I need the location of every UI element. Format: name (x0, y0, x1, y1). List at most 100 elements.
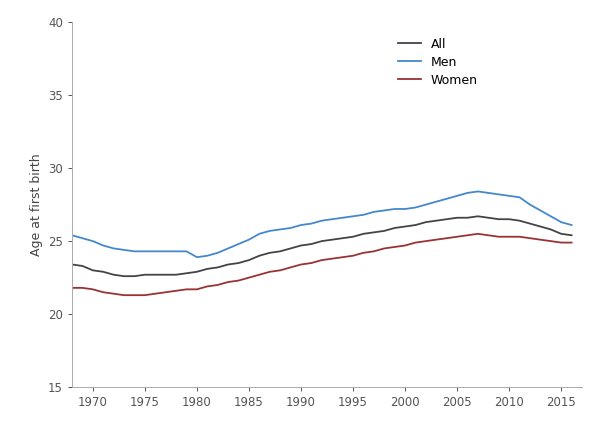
Men (475, 189, 482, 194)
Line: Women: Women (72, 234, 572, 295)
Men (464, 190, 471, 195)
All (370, 230, 377, 235)
Women (256, 272, 263, 277)
Y-axis label: Age at first birth: Age at first birth (29, 153, 43, 256)
Men (266, 228, 274, 234)
All (214, 265, 221, 270)
Women (557, 240, 565, 245)
Women (349, 253, 356, 258)
Men (401, 206, 409, 212)
Men (485, 190, 492, 195)
Men (516, 194, 523, 200)
Women (401, 243, 409, 248)
Women (318, 257, 325, 263)
Women (204, 284, 211, 289)
Men (454, 193, 461, 198)
All (131, 274, 138, 279)
Women (475, 231, 482, 236)
All (360, 231, 367, 236)
All (308, 242, 315, 247)
All (537, 224, 544, 229)
Women (495, 234, 502, 239)
All (141, 272, 148, 277)
Men (204, 253, 211, 258)
All (475, 214, 482, 219)
All (235, 260, 242, 266)
Women (308, 260, 315, 266)
Men (110, 246, 117, 251)
Women (443, 235, 450, 241)
Women (287, 265, 294, 270)
All (152, 272, 159, 277)
Women (266, 269, 274, 275)
All (287, 246, 294, 251)
Women (235, 278, 242, 283)
Men (308, 221, 315, 226)
Women (214, 282, 221, 288)
Women (370, 249, 377, 254)
Women (485, 233, 492, 238)
Men (329, 216, 336, 222)
Women (79, 285, 86, 290)
Women (568, 240, 575, 245)
All (485, 215, 492, 220)
Men (162, 249, 169, 254)
Men (339, 215, 346, 220)
Women (433, 237, 440, 242)
Men (506, 193, 513, 198)
Women (193, 287, 200, 292)
Women (526, 235, 533, 241)
Men (121, 247, 128, 253)
Men (193, 255, 200, 260)
Women (277, 268, 284, 273)
Women (339, 255, 346, 260)
Women (68, 285, 76, 290)
Men (214, 250, 221, 256)
Men (349, 214, 356, 219)
All (568, 233, 575, 238)
All (79, 263, 86, 268)
All (422, 220, 430, 225)
All (68, 262, 76, 267)
All (464, 215, 471, 220)
Men (131, 249, 138, 254)
Women (412, 240, 419, 245)
All (454, 215, 461, 220)
Men (287, 225, 294, 231)
Women (506, 234, 513, 239)
Women (360, 250, 367, 256)
Women (298, 262, 305, 267)
Line: All: All (72, 216, 572, 276)
Women (110, 291, 117, 297)
Men (526, 202, 533, 207)
All (318, 238, 325, 244)
Men (422, 202, 430, 207)
Women (422, 238, 430, 244)
Women (183, 287, 190, 292)
Women (172, 288, 179, 293)
Women (537, 237, 544, 242)
Men (89, 238, 97, 244)
All (349, 234, 356, 239)
All (380, 228, 388, 234)
All (557, 231, 565, 236)
Women (162, 290, 169, 295)
Women (89, 287, 97, 292)
Women (100, 290, 107, 295)
All (277, 249, 284, 254)
All (391, 225, 398, 231)
Men (412, 205, 419, 210)
All (412, 222, 419, 227)
Women (152, 291, 159, 297)
All (193, 269, 200, 275)
Women (454, 234, 461, 239)
All (245, 257, 253, 263)
All (183, 271, 190, 276)
Men (141, 249, 148, 254)
All (204, 266, 211, 271)
Women (121, 293, 128, 298)
All (266, 250, 274, 256)
Women (329, 256, 336, 261)
All (110, 272, 117, 277)
Women (141, 293, 148, 298)
